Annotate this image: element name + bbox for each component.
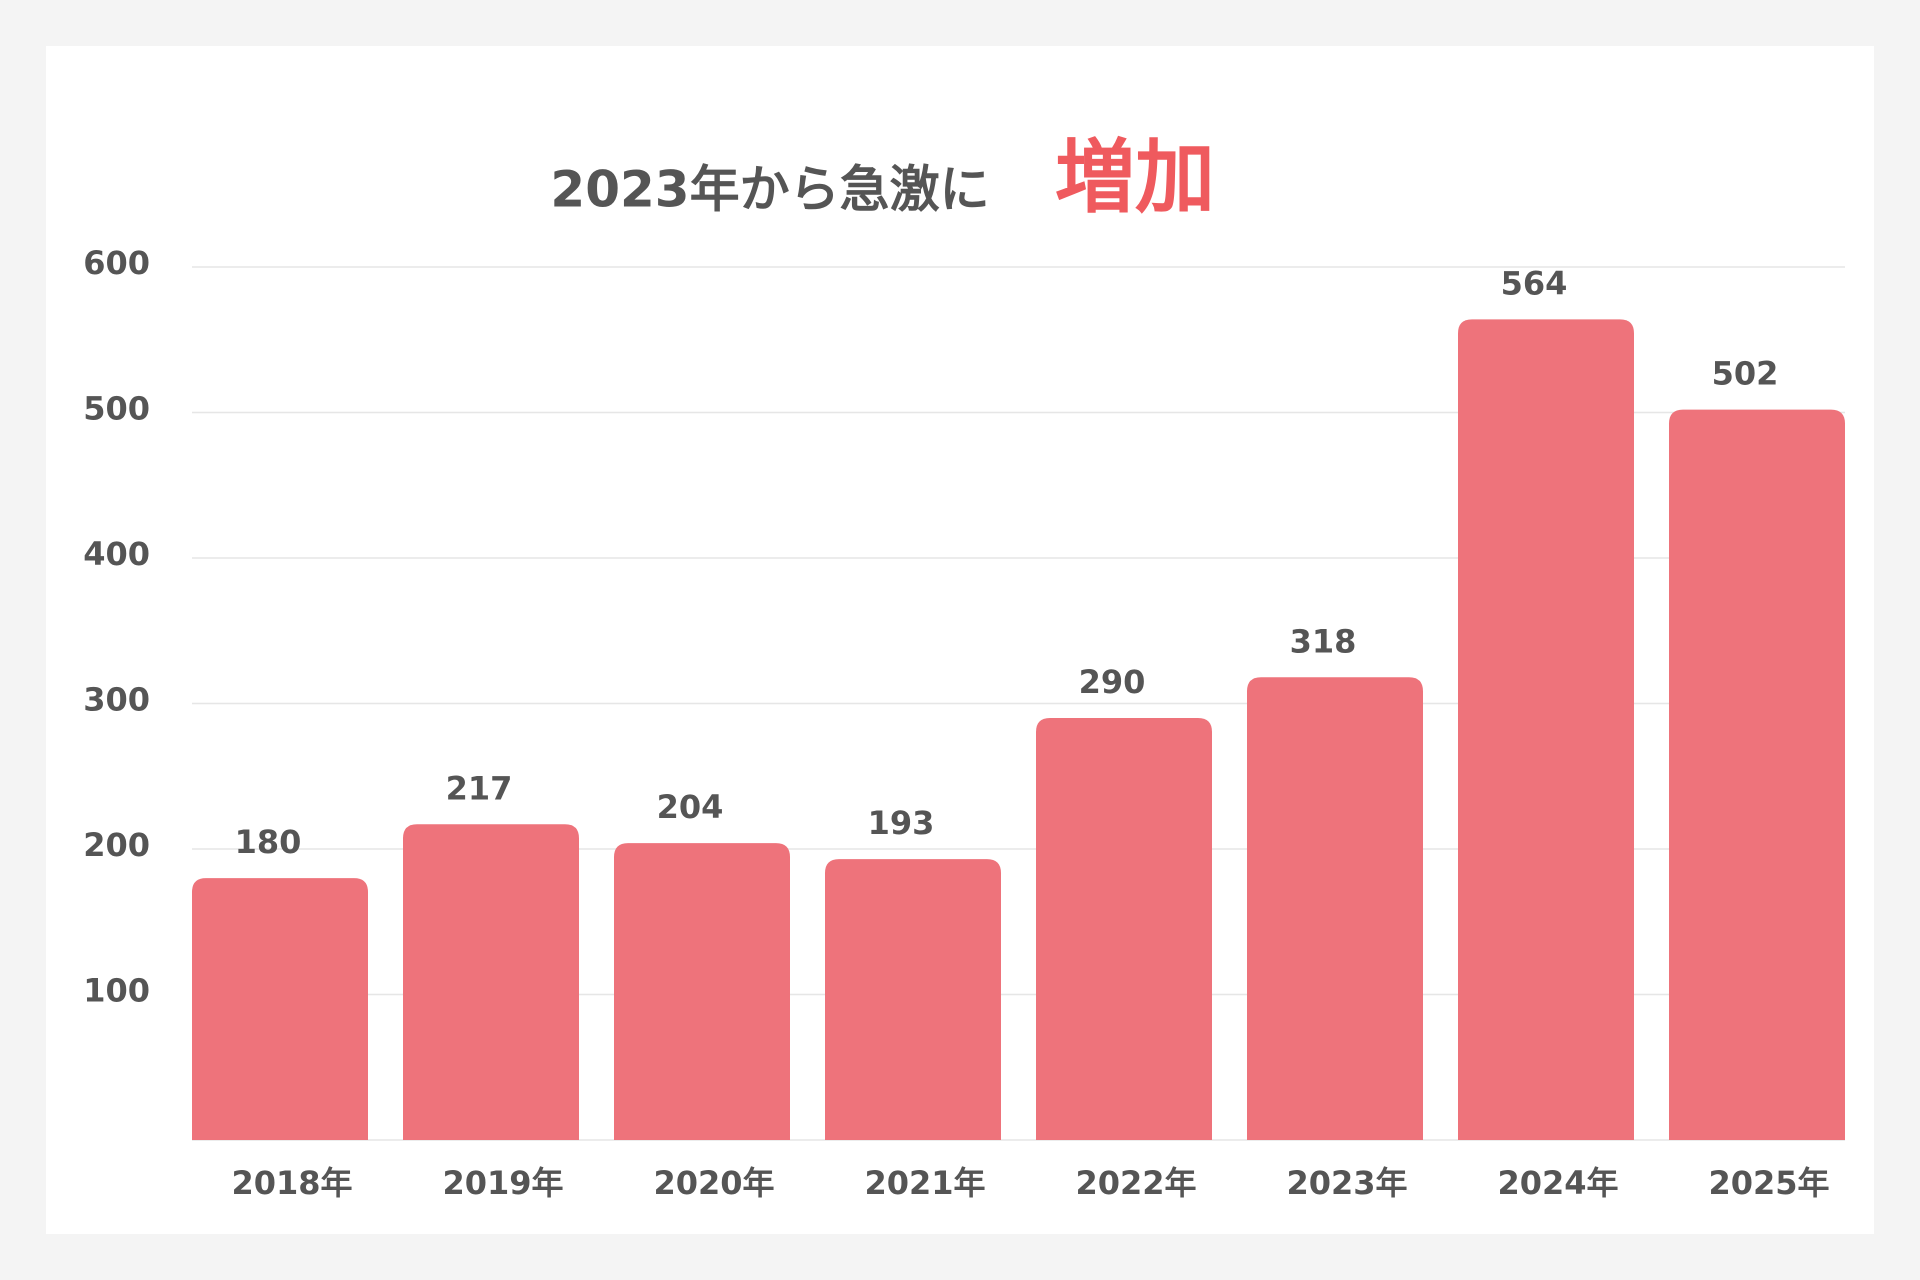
value-label: 318 [1290,622,1357,660]
chart-title-highlight: 増加 [1055,131,1215,224]
y-tick-label: 300 [83,681,150,719]
y-tick-label: 200 [83,826,150,864]
x-tick-label: 2024年 [1497,1164,1618,1202]
x-tick-label: 2019年 [442,1164,563,1202]
value-label: 564 [1501,264,1568,302]
bar [614,843,790,1140]
x-tick-label: 2022年 [1075,1164,1196,1202]
y-tick-label: 400 [83,535,150,573]
bar [403,824,579,1140]
y-tick-label: 100 [83,972,150,1010]
value-label: 502 [1712,355,1779,393]
x-tick-label: 2023年 [1286,1164,1407,1202]
x-tick-label: 2018年 [231,1164,352,1202]
bar [825,859,1001,1140]
value-label: 290 [1079,663,1146,701]
bar [1036,718,1212,1140]
bar [192,878,368,1140]
y-tick-label: 600 [83,244,150,282]
bar [1458,319,1634,1140]
bar [1669,409,1845,1141]
x-tick-label: 2020年 [653,1164,774,1202]
x-tick-label: 2025年 [1708,1164,1829,1202]
bar [1247,677,1423,1140]
value-label: 217 [446,769,513,807]
x-tick-label: 2021年 [864,1164,985,1202]
value-label: 193 [868,804,935,842]
y-tick-label: 500 [83,390,150,428]
value-label: 204 [657,788,724,826]
value-label: 180 [235,823,302,861]
chart-title: 2023年から急激に [550,161,989,219]
